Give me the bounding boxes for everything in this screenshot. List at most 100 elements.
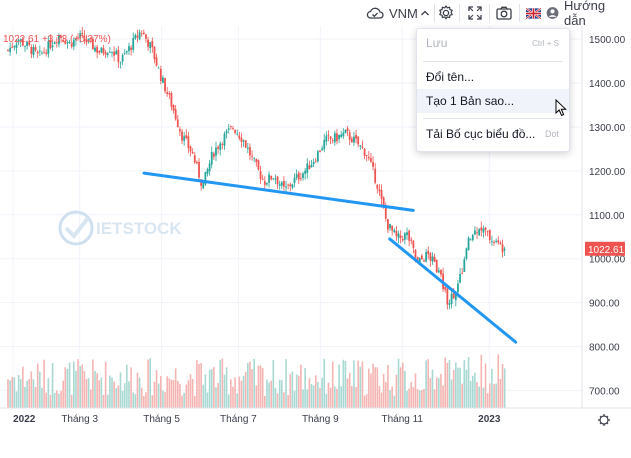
volume-bar (213, 367, 215, 408)
candle-body (486, 231, 489, 233)
volume-bar (363, 395, 366, 408)
trendlines[interactable] (142, 171, 518, 344)
y-tick-label: 1000.00 (589, 255, 626, 266)
volume-bar (19, 379, 22, 408)
volume-bar (130, 367, 132, 408)
menu-item-rename[interactable]: Đổi tên... (417, 65, 569, 89)
volume-bar (83, 371, 86, 408)
volume-bar (43, 359, 45, 408)
trendline[interactable] (388, 237, 518, 344)
volume-bar (68, 362, 71, 408)
volume-bar (183, 392, 185, 408)
volume-bar (319, 387, 321, 408)
time-axis[interactable]: 2022 Tháng 3 Tháng 5 Tháng 7 Tháng 9 Tháng 11… (0, 407, 631, 425)
candle-body (314, 160, 317, 162)
candle-body (461, 273, 464, 274)
volume-bar (85, 379, 88, 408)
volume-bar (198, 364, 200, 408)
volume-bar (488, 383, 491, 408)
volume-bar (100, 377, 103, 408)
volume-bar (382, 373, 385, 408)
candle-body (437, 270, 440, 273)
fullscreen-button[interactable] (466, 2, 484, 24)
volume-bar (98, 380, 101, 408)
uk-flag-icon (526, 7, 541, 19)
candle-body (391, 225, 394, 231)
candle-body (482, 228, 485, 233)
volume-bar (217, 383, 219, 408)
volume-bar (149, 358, 152, 408)
volume-bar (193, 395, 196, 408)
candle-body (302, 173, 304, 179)
menu-item-save[interactable]: Lưu Ctrl + S (417, 31, 569, 55)
candle-body (68, 42, 71, 44)
candle-body (348, 132, 351, 140)
volume-bar (56, 390, 58, 408)
candle-body (77, 37, 79, 39)
candle-body (189, 146, 192, 152)
volume-bar (270, 380, 272, 408)
price-chart[interactable]: 1500.00 1400.00 1300.00 1200.00 1100.00 1000.… (0, 26, 631, 458)
volume-bar (225, 367, 228, 408)
chart-settings-button[interactable] (598, 414, 610, 426)
candle-body (13, 46, 16, 48)
candle-body (174, 109, 177, 120)
volume-bar (75, 370, 77, 408)
menu-item-shortcut: Dot (544, 129, 559, 139)
candle-body (119, 62, 122, 64)
price-tag: 1022.61 (585, 241, 625, 256)
candle-body (75, 39, 77, 41)
candle-body (89, 38, 92, 40)
volume-bar (272, 360, 275, 408)
toolbar-divider (434, 4, 435, 22)
candle-body (418, 257, 421, 262)
snapshot-button[interactable] (494, 2, 514, 24)
volume-bar (353, 360, 355, 408)
trendline[interactable] (142, 171, 415, 212)
candle-body (429, 253, 432, 261)
candle-body (263, 181, 266, 185)
candle-body (15, 44, 18, 49)
candle-body (17, 40, 20, 43)
candle-body (94, 47, 96, 52)
menu-item-shortcut: Ctrl + S (532, 38, 559, 48)
price-axis[interactable]: 1500.00 1400.00 1300.00 1200.00 1100.00 1000.… (581, 26, 626, 408)
candle-body (287, 184, 290, 186)
volume-bar (308, 378, 311, 408)
toolbar-divider (459, 4, 460, 22)
volume-bar (495, 383, 497, 408)
volume-bar (268, 382, 270, 408)
mouse-cursor-icon (555, 99, 567, 117)
candle-body (278, 184, 281, 186)
candle-body (91, 39, 94, 50)
layout-menu-toggle[interactable] (418, 2, 432, 24)
candle-body (70, 43, 73, 47)
x-tick-label: 2022 (13, 414, 36, 425)
volume-bar (232, 386, 234, 408)
volume-bar (204, 374, 207, 408)
candle-body (234, 130, 236, 133)
toolbar-divider (489, 4, 490, 22)
settings-button[interactable] (437, 2, 455, 24)
volume-bar (384, 382, 387, 408)
x-tick-label: Tháng 9 (302, 414, 339, 425)
volume-bar (455, 362, 457, 408)
symbol-save-button[interactable]: VNM (366, 2, 418, 24)
legend-change: +3.73 (41, 34, 68, 45)
volume-bar (26, 380, 28, 408)
menu-item-duplicate[interactable]: Tạo 1 Bản sao... (417, 89, 569, 113)
candle-body (170, 93, 173, 107)
candle-body (406, 232, 408, 236)
candle-body (202, 182, 205, 189)
menu-item-load-layout[interactable]: Tải Bố cục biểu đồ... Dot (417, 122, 569, 146)
volume-bar (374, 367, 376, 408)
candle-body (96, 46, 99, 53)
candle-body (306, 163, 309, 173)
volume-bar (238, 376, 241, 408)
volume-bar (49, 395, 52, 408)
help-language-button[interactable]: Hướng dẫn (526, 0, 626, 28)
x-tick-label: Tháng 3 (61, 414, 98, 425)
volume-bar (486, 393, 489, 408)
candle-body (185, 135, 188, 139)
candle-body (412, 240, 415, 248)
